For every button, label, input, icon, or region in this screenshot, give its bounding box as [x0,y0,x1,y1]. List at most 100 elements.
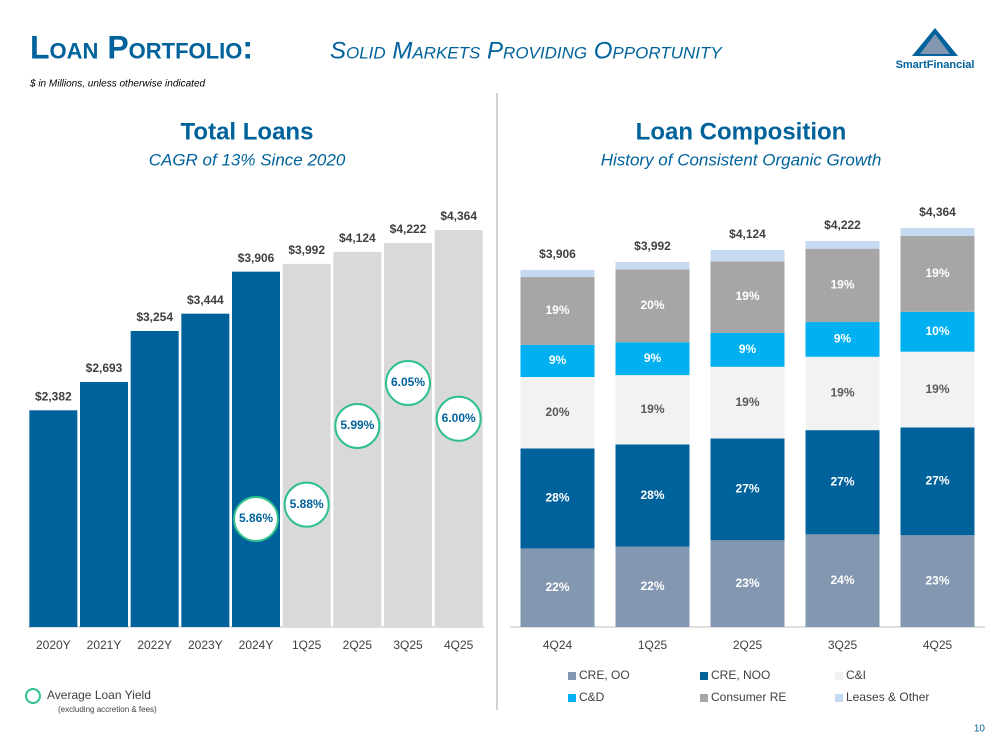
bar-value-label: $3,992 [288,243,325,257]
total-label: $4,222 [824,218,861,232]
logo: SmartFinancial [896,28,975,71]
yield-marker [385,360,431,406]
segment-label: 27% [925,474,949,488]
bar-segment [900,427,975,536]
bar-segment [710,261,785,333]
total-label: $4,124 [729,227,766,241]
bar-segment [900,535,975,627]
legend-marker [25,688,41,704]
segment-label: 24% [830,573,854,587]
x-tick-label: 2020Y [36,638,71,652]
bar-segment [615,269,690,343]
x-tick-label: 4Q25 [444,638,474,652]
segment-label: 19% [925,266,949,280]
x-tick-label: 3Q25 [828,638,858,652]
bar-segment [710,332,785,367]
bar-segment [520,277,595,345]
bar-segment [615,342,690,376]
chart-subtitle: History of Consistent Organic Growth [601,150,882,169]
x-tick-label: 2023Y [188,638,223,652]
segment-label: 23% [735,576,759,590]
legend-note: (excluding accretion & fees) [58,705,157,714]
bar [384,242,432,627]
bar-segment [520,548,595,627]
bar-segment [900,351,975,428]
bar-segment [805,248,880,323]
total-label: $3,992 [634,239,671,253]
page-number: 10 [974,724,986,735]
yield-label: 6.00% [442,411,476,425]
legend-label: Average Loan Yield [47,688,151,702]
segment-label: 19% [545,303,569,317]
bar-segment [615,262,690,270]
bar-value-label: $4,222 [390,222,427,236]
bar-value-label: $4,124 [339,231,376,245]
segment-label: 19% [735,395,759,409]
bar-segment [520,344,595,378]
segment-label: 19% [925,382,949,396]
bar [181,313,230,627]
bar-segment [710,540,785,627]
x-tick-label: 4Q25 [923,638,953,652]
bar-segment [805,240,880,249]
total-label: $4,364 [919,205,956,219]
segment-label: 22% [640,579,664,593]
yield-marker [233,496,279,542]
segment-label: 9% [549,353,567,367]
x-tick-label: 2021Y [87,638,122,652]
segment-label: 27% [830,474,854,488]
bar [232,271,280,627]
bar-segment [520,448,595,549]
segment-label: 19% [735,289,759,303]
bar-value-label: $2,693 [86,361,123,375]
chart-title: Total Loans [181,118,314,145]
segment-label: 23% [925,573,949,587]
bar-segment [900,311,975,352]
bar [130,330,179,627]
bar-segment [805,322,880,357]
segment-label: 9% [834,332,852,346]
x-tick-label: 2022Y [137,638,172,652]
yield-marker [334,402,381,449]
segment-label: 28% [640,488,664,502]
x-tick-label: 1Q25 [292,638,322,652]
slide-note: $ in Millions, unless otherwise indicate… [29,79,206,90]
legend-swatch [700,694,708,702]
segment-label: 19% [830,386,854,400]
segment-label: 9% [644,351,662,365]
segment-label: 20% [640,298,664,312]
legend-label: Consumer RE [711,690,786,704]
bar [29,410,78,627]
bar-segment [710,366,785,439]
bar-segment [805,430,880,535]
x-tick-label: 4Q24 [543,638,573,652]
legend-swatch [568,672,576,680]
total-label: $3,906 [539,247,576,261]
segment-label: 10% [925,324,949,338]
bar-segment [520,377,595,449]
bar-value-label: $2,382 [35,389,72,403]
segment-label: 22% [545,580,569,594]
bar-segment [805,534,880,627]
yield-label: 5.99% [340,418,374,432]
x-tick-label: 2Q25 [343,638,373,652]
bar [282,263,331,627]
logo-text: SmartFinancial [896,59,975,71]
yield-marker [283,481,330,528]
x-tick-label: 2024Y [239,638,274,652]
bar-segment [710,249,785,262]
yield-label: 5.88% [290,497,324,511]
yield-label: 6.05% [391,375,425,389]
bar-segment [710,438,785,541]
bar-value-label: $3,444 [187,293,224,307]
slide-title: Loan Portfolio: [30,29,253,65]
segment-label: 19% [640,402,664,416]
x-tick-label: 2Q25 [733,638,763,652]
slide-title-rest: Solid Markets Providing Opportunity [330,37,723,64]
segment-label: 28% [545,491,569,505]
legend-swatch [835,672,843,680]
bar-segment [615,444,690,547]
legend-label: CRE, NOO [711,668,770,682]
